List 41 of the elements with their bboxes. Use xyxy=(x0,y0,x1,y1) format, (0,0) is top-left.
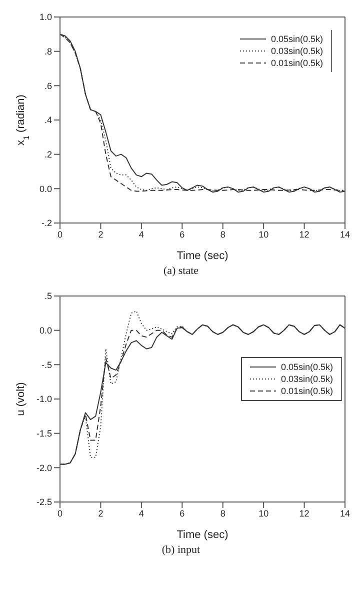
x-axis-title: Time (sec) xyxy=(176,529,228,541)
x-tick-label: 14 xyxy=(340,229,350,240)
y-tick-label: .6 xyxy=(44,80,52,91)
x-tick-label: 4 xyxy=(138,508,144,518)
y-tick-label: .4 xyxy=(44,115,52,126)
x-tick-label: 2 xyxy=(98,229,104,240)
y-tick-label: 0.0 xyxy=(39,326,52,336)
y-axis-title: u (volt) xyxy=(15,382,27,416)
x-axis-title: Time (sec) xyxy=(176,250,228,262)
legend-label: 0.03sin(0.5k) xyxy=(280,373,333,385)
legend-label: 0.01sin(0.5k) xyxy=(270,57,323,69)
x-tick-label: 8 xyxy=(220,508,226,518)
x-tick-label: 4 xyxy=(138,229,144,240)
x-tick-label: 2 xyxy=(98,508,104,518)
y-tick-label: -2.0 xyxy=(36,462,52,473)
legend-label: 0.03sin(0.5k) xyxy=(270,45,323,57)
legend-label: 0.05sin(0.5k) xyxy=(270,33,323,45)
legend-label: 0.01sin(0.5k) xyxy=(280,385,333,397)
y-tick-label: -.2 xyxy=(41,218,52,228)
x-tick-label: 0 xyxy=(57,508,63,518)
x-tick-label: 10 xyxy=(258,229,269,240)
y-tick-label: -.5 xyxy=(41,360,52,370)
x-tick-label: 6 xyxy=(180,508,185,518)
y-tick-label: 1.0 xyxy=(39,12,52,22)
x-tick-label: 14 xyxy=(340,508,350,518)
y-tick-label: -1.0 xyxy=(36,394,52,404)
y-tick-label: .8 xyxy=(44,46,52,57)
x-tick-label: 10 xyxy=(258,508,269,518)
y-tick-label: -2.5 xyxy=(36,497,52,508)
y-tick-label: 0.0 xyxy=(39,184,52,194)
x-tick-label: 12 xyxy=(299,508,310,518)
text: (b) input xyxy=(160,544,202,556)
y-tick-label: -1.5 xyxy=(36,428,52,439)
x-tick-label: 12 xyxy=(299,229,310,240)
y-tick-label: .5 xyxy=(44,291,52,302)
x-tick-label: 6 xyxy=(180,229,185,240)
x-tick-label: 8 xyxy=(220,229,226,240)
text: (a) state xyxy=(162,265,200,277)
y-tick-label: .2 xyxy=(44,150,52,160)
legend-label: 0.05sin(0.5k) xyxy=(280,361,333,373)
x-tick-label: 0 xyxy=(57,229,63,240)
